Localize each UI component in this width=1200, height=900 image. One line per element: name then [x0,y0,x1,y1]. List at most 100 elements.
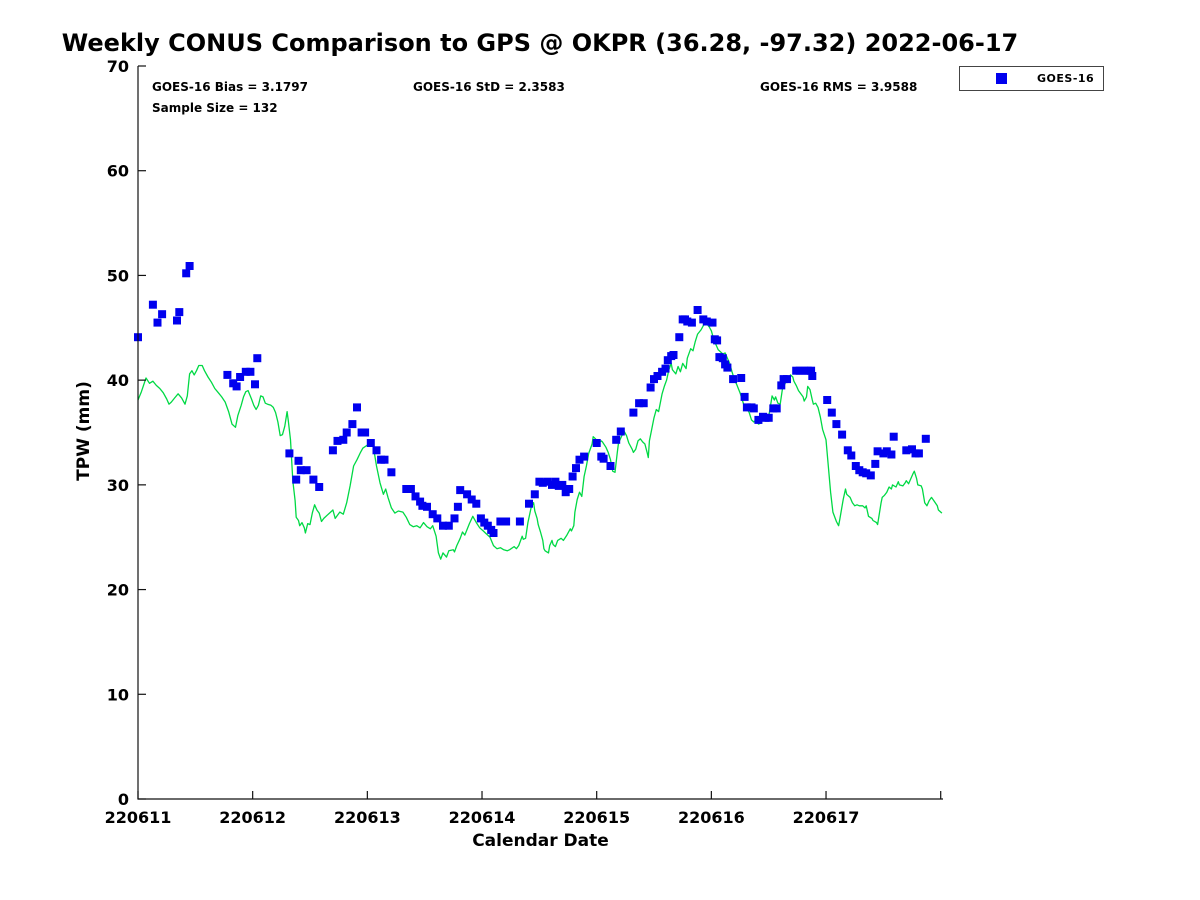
marker-goes-16 [416,497,425,506]
marker-goes-16 [328,446,337,455]
marker-goes-16 [476,514,485,523]
marker-goes-16 [182,269,191,278]
marker-goes-16 [723,363,732,372]
marker-goes-16 [687,318,696,327]
marker-goes-16 [372,446,381,455]
marker-goes-16 [808,372,817,380]
marker-goes-16 [592,439,601,447]
stat-std: GOES-16 StD = 2.3583 [413,80,565,94]
marker-goes-16 [675,333,684,342]
series-line-gps [137,321,943,560]
marker-goes-16 [580,452,589,461]
marker-goes-16 [718,354,727,363]
x-axis-label: Calendar Date [472,831,609,851]
legend-label-goes16: GOES-16 [1037,72,1095,85]
marker-goes-16 [428,510,437,519]
marker-goes-16 [740,392,749,401]
marker-goes-16 [914,449,923,458]
marker-goes-16 [575,455,584,464]
marker-goes-16 [309,475,318,484]
marker-goes-16 [530,490,539,499]
y-tick-label: 20 [107,581,129,600]
marker-goes-16 [749,404,758,413]
marker-goes-16 [158,310,167,319]
marker-goes-16 [472,499,481,508]
marker-goes-16 [333,436,342,445]
marker-goes-16 [683,317,692,326]
marker-goes-16 [353,403,361,412]
x-tick-label: 220613 [334,808,401,827]
marker-goes-16 [713,336,722,345]
marker-goes-16 [402,485,411,493]
y-tick-label: 50 [107,266,129,285]
marker-goes-16 [669,351,678,359]
y-tick-label: 60 [107,162,129,181]
marker-goes-16 [148,300,157,309]
marker-goes-16 [223,370,232,379]
marker-goes-16 [629,408,638,417]
marker-goes-16 [285,449,294,458]
marker-goes-16 [411,492,420,501]
marker-goes-16 [175,308,184,317]
marker-goes-16 [838,430,847,439]
marker-goes-16 [433,514,442,523]
marker-goes-16 [450,514,459,523]
x-tick-label: 220615 [563,808,630,827]
marker-goes-16 [807,366,816,375]
marker-goes-16 [772,404,781,413]
marker-goes-16 [661,364,670,373]
marker-goes-16 [616,427,625,436]
marker-goes-16 [342,428,351,437]
marker-goes-16 [635,399,644,408]
marker-goes-16 [294,456,303,465]
marker-goes-16 [489,529,498,537]
marker-goes-16 [292,475,301,484]
marker-goes-16 [646,383,655,392]
x-tick-label: 220611 [105,808,172,827]
marker-goes-16 [873,447,882,456]
marker-goes-16 [742,403,751,412]
y-axis-label: TPW (mm) [74,381,94,481]
marker-goes-16 [515,517,524,526]
x-tick-label: 220616 [678,808,745,827]
marker-goes-16 [251,380,259,389]
marker-goes-16 [361,428,370,437]
marker-goes-16 [754,415,763,424]
marker-goes-16 [380,455,389,464]
marker-goes-16 [832,420,841,429]
marker-goes-16 [525,499,533,508]
marker-goes-16 [496,517,505,526]
marker-goes-16 [568,472,577,481]
y-tick-label: 40 [107,371,129,390]
marker-goes-16 [827,408,836,417]
x-tick-label: 220612 [219,808,286,827]
marker-goes-16 [653,372,662,380]
marker-goes-16 [702,317,711,326]
marker-goes-16 [423,502,431,511]
marker-goes-16 [483,521,492,530]
marker-goes-16 [241,367,250,376]
y-tick-label: 10 [107,685,129,704]
marker-goes-16 [387,468,396,477]
marker-goes-16 [572,464,580,473]
marker-goes-16 [296,466,305,475]
legend-marker-goes16-icon [996,73,1007,84]
marker-goes-16 [348,420,357,429]
marker-goes-16 [871,459,880,468]
x-tick-label: 220617 [793,808,860,827]
marker-goes-16 [551,477,560,486]
marker-goes-16 [599,454,608,463]
marker-goes-16 [463,490,472,499]
marker-goes-16 [764,413,773,422]
marker-goes-16 [737,374,746,382]
marker-goes-16 [439,521,447,530]
marker-goes-16 [543,477,552,486]
marker-goes-16 [866,471,875,480]
marker-goes-16 [843,446,852,455]
marker-goes-16 [236,373,245,381]
marker-goes-16 [708,318,717,327]
marker-goes-16 [153,318,162,327]
marker-goes-16 [173,316,181,325]
